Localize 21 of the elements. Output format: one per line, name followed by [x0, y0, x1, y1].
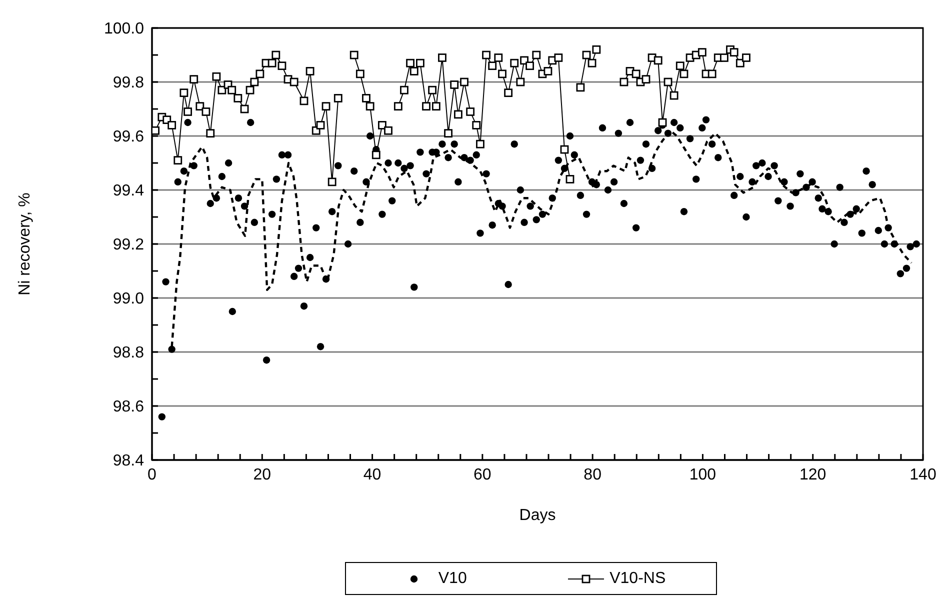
y-tick-label: 99.2 [112, 236, 144, 254]
legend-label: V10-NS [610, 570, 666, 588]
y-axis-title: Ni recovery, % [16, 192, 34, 296]
y-tick-label: 98.4 [112, 452, 144, 470]
y-tick-label: 99.0 [112, 290, 144, 308]
y-tick-label: 99.8 [112, 74, 144, 92]
x-tick-label: 20 [253, 466, 272, 484]
y-tick-label: 98.6 [112, 398, 144, 416]
y-tick-label: 99.6 [112, 128, 144, 146]
x-tick-label: 120 [800, 466, 826, 484]
x-tick-label: 80 [584, 466, 602, 484]
x-tick-label: 40 [363, 466, 382, 484]
legend-label: V10 [438, 570, 467, 588]
y-tick-label: 99.4 [112, 182, 144, 200]
x-axis-title: Days [519, 507, 556, 524]
x-tick-label: 60 [474, 466, 492, 484]
y-tick-label: 100.0 [104, 20, 144, 38]
x-tick-label: 0 [148, 466, 157, 484]
x-tick-label: 140 [910, 466, 936, 484]
y-tick-label: 98.8 [112, 344, 144, 362]
x-tick-label: 100 [689, 466, 716, 484]
